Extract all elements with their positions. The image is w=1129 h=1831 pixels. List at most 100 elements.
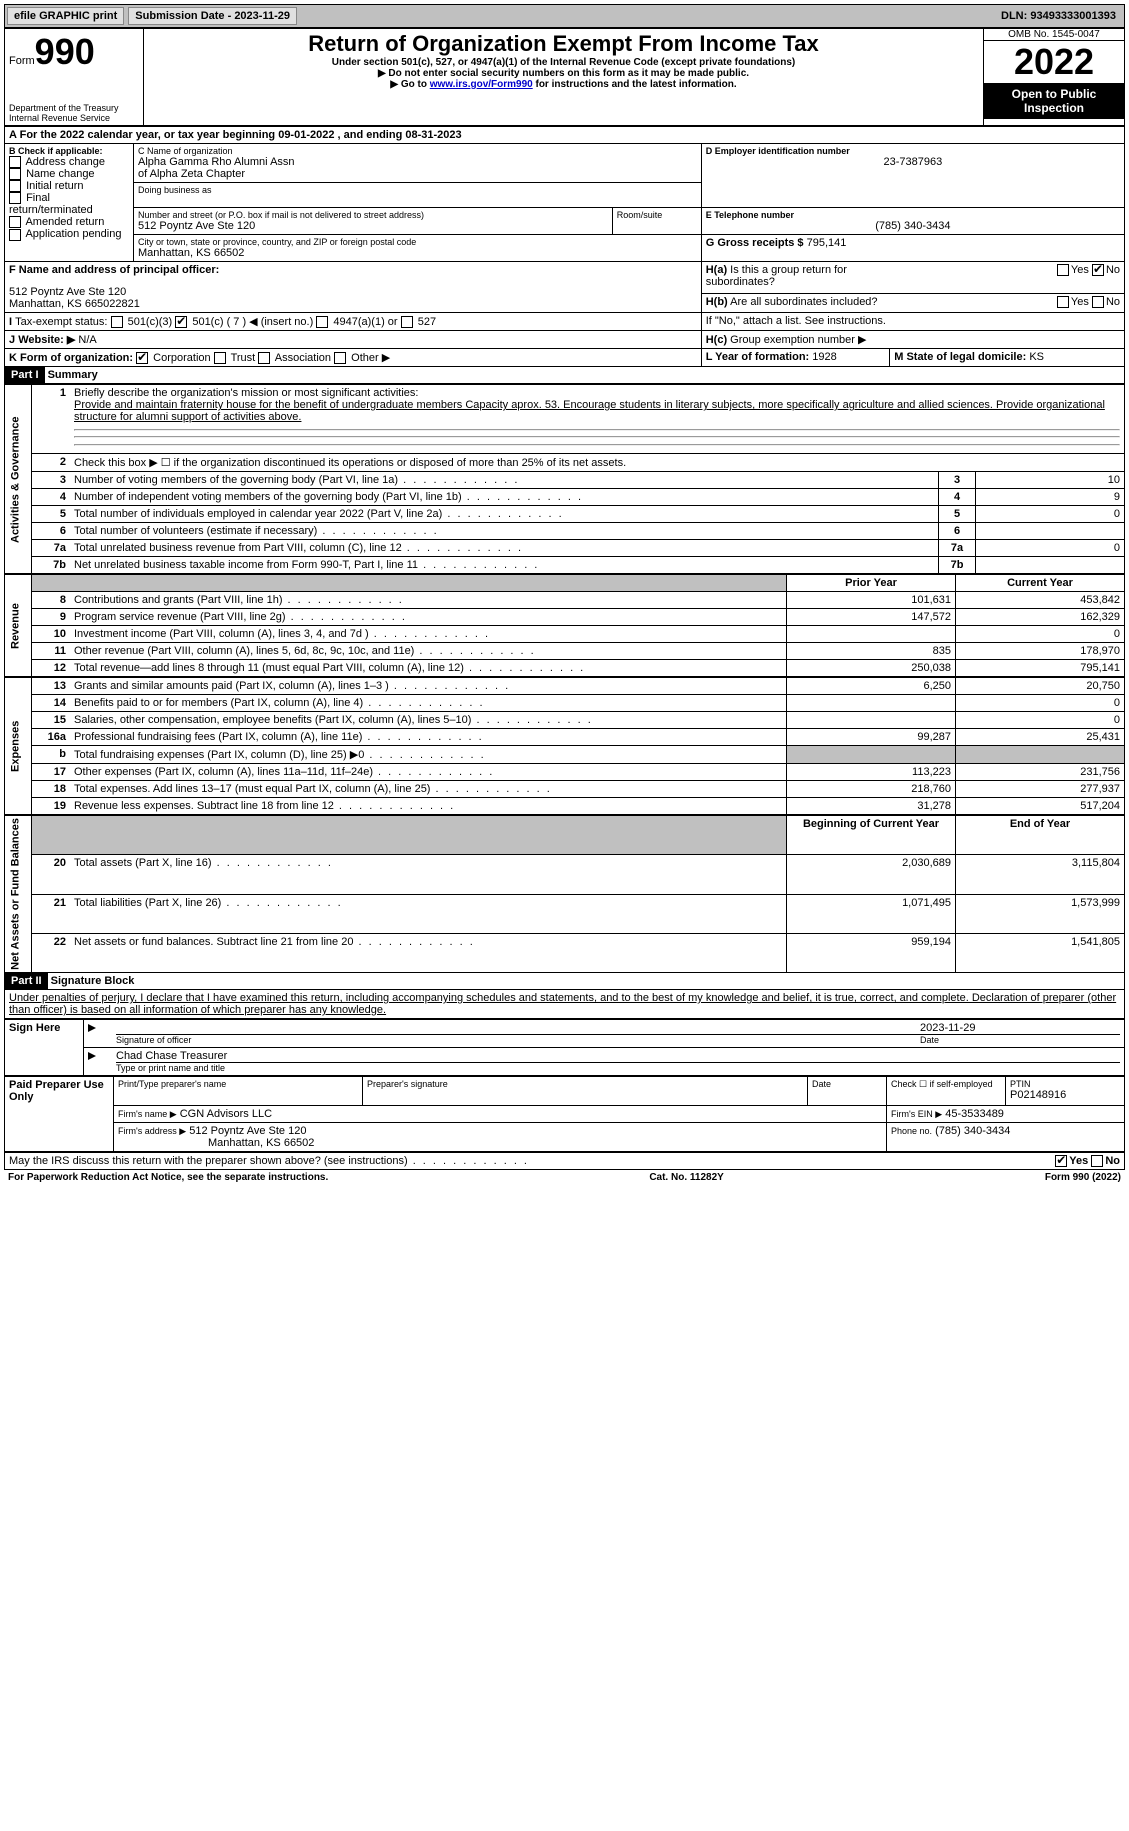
footer-left: For Paperwork Reduction Act Notice, see … [8,1172,328,1183]
k-other[interactable] [334,352,346,364]
firm-ein: 45-3533489 [945,1108,1004,1120]
chk-final[interactable]: Final return/terminated [9,192,129,216]
domicile: KS [1029,351,1044,363]
chk-pending[interactable]: Application pending [9,228,129,240]
f-line2: Manhattan, KS 665022821 [9,298,697,310]
discuss: May the IRS discuss this return with the… [9,1155,408,1167]
website: N/A [78,334,96,346]
part2-header: Part II [5,973,48,989]
submission-btn[interactable]: Submission Date - 2023-11-29 [128,7,297,25]
city-label: City or town, state or province, country… [138,237,697,247]
part2-title: Signature Block [51,975,135,987]
c-name-label: C Name of organization [138,146,697,156]
l2: Check this box ▶ ☐ if the organization d… [70,454,1125,472]
top-bar: efile GRAPHIC print Submission Date - 20… [4,4,1125,28]
h-note: If "No," attach a list. See instructions… [706,315,1120,327]
footer-right: Form 990 (2022) [1045,1172,1121,1183]
i-501c[interactable] [175,316,187,328]
sig-officer-label: Signature of officer [116,1035,920,1045]
firm-addr1: 512 Poyntz Ave Ste 120 [189,1125,306,1137]
dln: DLN: 93493333001393 [1001,10,1122,22]
l1-text: Provide and maintain fraternity house fo… [74,399,1105,423]
form-word: Form [9,55,35,67]
arrow-icon [88,1052,96,1060]
room-label: Room/suite [617,210,697,220]
check-self[interactable]: Check ☐ if self-employed [887,1077,1006,1106]
efile-btn[interactable]: efile GRAPHIC print [7,7,124,25]
ha: Is this a group return for subordinates? [706,264,847,288]
prep-phone: (785) 340-3434 [935,1125,1010,1137]
hb: Are all subordinates included? [730,296,877,308]
chk-name[interactable]: Name change [9,168,129,180]
hb-no[interactable] [1092,296,1104,308]
ptin-label: PTIN [1010,1079,1120,1089]
ha-yes[interactable] [1057,264,1069,276]
footer-mid: Cat. No. 11282Y [649,1172,723,1183]
l-label: L Year of formation: [706,351,810,363]
form-number: 990 [35,31,95,72]
f-line1: 512 Poyntz Ave Ste 120 [9,286,697,298]
irs-link[interactable]: www.irs.gov/Form990 [430,79,533,90]
addr-label: Number and street (or P.O. box if mail i… [138,210,608,220]
phone: (785) 340-3434 [706,220,1120,232]
f-label: F Name and address of principal officer: [9,264,697,276]
firm-addr-label: Firm's address ▶ [118,1126,186,1136]
e-label: E Telephone number [706,210,1120,220]
sig-date: 2023-11-29 [920,1022,1120,1035]
gross: 795,141 [807,237,847,249]
side-gov: Activities & Governance [5,385,32,574]
arrow-icon [88,1024,96,1032]
note-link: ▶ Go to www.irs.gov/Form990 for instruct… [148,79,979,90]
discuss-yes[interactable] [1055,1155,1067,1167]
org-name2: of Alpha Zeta Chapter [138,168,697,180]
dba-label: Doing business as [138,185,697,195]
g-label: G Gross receipts $ [706,237,804,249]
k-assoc[interactable] [258,352,270,364]
hb-yes[interactable] [1057,296,1069,308]
i-label: Tax-exempt status: [15,316,107,328]
omb: OMB No. 1545-0047 [984,29,1124,41]
i-4947[interactable] [316,316,328,328]
firm-name: CGN Advisors LLC [180,1108,272,1120]
i-527[interactable] [401,316,413,328]
ha-no[interactable] [1092,264,1104,276]
k-trust[interactable] [214,352,226,364]
inspection: Open to Public Inspection [984,83,1124,119]
part1-title: Summary [48,369,98,381]
date-label: Date [812,1079,882,1089]
prep-sig-label: Preparer's signature [367,1079,803,1089]
form-title: Return of Organization Exempt From Incom… [148,31,979,57]
paid-preparer: Paid Preparer Use Only [5,1077,114,1152]
city: Manhattan, KS 66502 [138,247,697,259]
ein: 23-7387963 [706,156,1120,168]
line-a: A For the 2022 calendar year, or tax yea… [5,127,1125,144]
sig-name: Chad Chase Treasurer [116,1050,1120,1063]
sig-name-label: Type or print name and title [116,1063,1120,1073]
year-formed: 1928 [812,351,836,363]
chk-addr[interactable]: Address change [9,156,129,168]
tax-year: 2022 [984,41,1124,83]
k-corp[interactable] [136,352,148,364]
declaration: Under penalties of perjury, I declare th… [4,990,1125,1019]
l1-label: Briefly describe the organization's miss… [74,387,418,399]
dept: Department of the Treasury [9,103,139,113]
box-b-label: B Check if applicable: [9,146,129,156]
j-label: Website: ▶ [18,334,75,346]
firm-name-label: Firm's name ▶ [118,1109,177,1119]
irs: Internal Revenue Service [9,113,139,123]
note-ssn: ▶ Do not enter social security numbers o… [148,68,979,79]
discuss-no[interactable] [1091,1155,1103,1167]
firm-ein-label: Firm's EIN ▶ [891,1109,942,1119]
hc: Group exemption number ▶ [730,334,866,346]
sign-here: Sign Here [5,1020,84,1076]
chk-amended[interactable]: Amended return [9,216,129,228]
chk-initial[interactable]: Initial return [9,180,129,192]
form-subtitle: Under section 501(c), 527, or 4947(a)(1)… [148,57,979,68]
i-501c3[interactable] [111,316,123,328]
d-label: D Employer identification number [706,146,1120,156]
m-label: M State of legal domicile: [894,351,1026,363]
prep-name-label: Print/Type preparer's name [118,1079,358,1089]
firm-addr2: Manhattan, KS 66502 [208,1137,314,1149]
ptin: P02148916 [1010,1089,1120,1101]
phone-label: Phone no. [891,1126,932,1136]
